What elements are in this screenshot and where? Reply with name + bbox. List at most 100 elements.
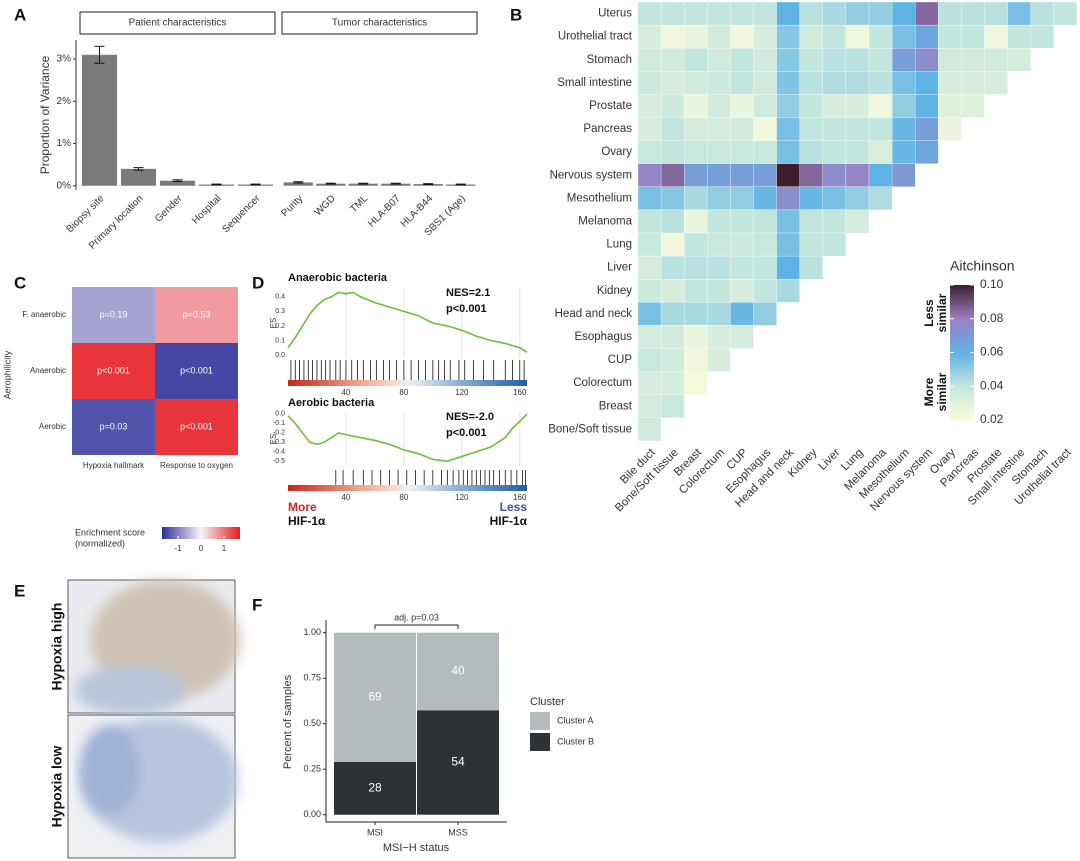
legend-label: Cluster A <box>557 715 594 725</box>
error-bar <box>325 182 336 185</box>
bar-segment <box>334 632 416 762</box>
row-label: Lung <box>606 239 632 251</box>
heatmap-cell <box>799 94 823 118</box>
heatmap-cell <box>984 48 1008 72</box>
heatmap-cell <box>799 117 823 141</box>
heatmap-cell <box>753 232 777 257</box>
error-bar <box>423 183 434 186</box>
legend-swatch <box>530 733 550 751</box>
more-label: HIF-1α <box>288 514 326 528</box>
less-label: HIF-1α <box>490 514 528 528</box>
heatmap-cell <box>868 1 893 26</box>
y-tick-label: 3% <box>57 54 72 65</box>
row-label: Bone/Soft tissue <box>548 423 632 435</box>
y-tick-label: -0.4 <box>273 449 285 456</box>
colorbar-title: Aitchinson <box>950 258 1015 274</box>
heatmap-cell <box>776 117 800 141</box>
colorbar <box>162 527 240 539</box>
heatmap-cell <box>637 48 662 72</box>
heatmap-cell <box>868 24 893 49</box>
heatmap-cell <box>822 186 847 211</box>
row-label: Pancreas <box>583 123 632 135</box>
heatmap-cell <box>845 163 870 187</box>
es-line <box>287 291 528 353</box>
heatmap-cell <box>637 163 662 187</box>
y-axis-title: Percent of samples <box>282 674 294 769</box>
heatmap-cell <box>730 186 754 211</box>
row-label: Head and neck <box>555 308 633 320</box>
heatmap-cell <box>822 71 847 95</box>
heatmap-cell <box>845 94 870 118</box>
heatmap-cell <box>868 48 893 72</box>
heatmap-cell <box>707 255 731 280</box>
heatmap-cell <box>938 48 962 72</box>
row-label: Liver <box>607 262 632 274</box>
row-label: Melanoma <box>578 215 632 227</box>
heatmap-cell <box>753 24 777 49</box>
heatmap-cell <box>822 117 847 141</box>
panel-label: B <box>510 5 522 24</box>
panel-label: A <box>14 5 26 24</box>
heatmap-cell <box>961 94 985 118</box>
count-label: 69 <box>368 690 382 704</box>
y-tick-label: 0.25 <box>303 764 321 774</box>
colorbar-title: (normalized) <box>75 538 125 548</box>
bar <box>81 54 118 186</box>
heatmap-cell <box>72 399 155 455</box>
heatmap-cell <box>822 24 847 49</box>
heatmap-cell <box>822 140 847 164</box>
x-tick-label: Biopsy site <box>65 193 107 235</box>
heatmap-cell <box>637 302 662 326</box>
legend-label: Cluster B <box>557 736 594 746</box>
heatmap-cell <box>707 186 731 211</box>
heatmap-cell <box>984 1 1008 26</box>
x-tick-label: Gender <box>153 193 185 225</box>
row-label: Mesothelium <box>567 192 632 204</box>
facet-strip <box>79 11 276 35</box>
heatmap-cell <box>845 140 870 164</box>
row-label: Prostate <box>589 100 632 112</box>
heatmap-cell <box>776 48 800 72</box>
heatmap-cell <box>155 343 238 399</box>
heatmap-cell <box>730 232 754 257</box>
x-axis-title: MSI−H status <box>383 842 450 854</box>
y-axis-title: ES <box>269 318 278 329</box>
x-tick-label: 80 <box>399 493 408 502</box>
heatmap-cell <box>799 48 823 72</box>
heatmap-cell <box>961 48 985 72</box>
row-label: Breast <box>599 400 633 412</box>
heatmap-cell <box>730 71 754 95</box>
heatmap-cell <box>938 1 962 26</box>
facet-label: Patient characteristics <box>129 18 227 29</box>
bar <box>381 183 411 186</box>
colorbar-annotation: similar <box>935 372 949 411</box>
heatmap-cell <box>1007 48 1031 72</box>
heatmap-cell <box>799 255 823 280</box>
image-label: Hypoxia low <box>49 746 65 828</box>
colorbar-tick-label: 0.10 <box>980 277 1004 291</box>
heatmap-cell <box>730 209 754 234</box>
x-tick-label: MSI <box>367 827 383 837</box>
row-label: CUP <box>608 354 633 366</box>
count-label: 54 <box>451 755 465 769</box>
heatmap-cell <box>915 24 939 49</box>
annotation: NES=-2.0 <box>446 411 494 423</box>
error-bar <box>211 183 222 186</box>
heatmap-cell <box>868 140 893 164</box>
heatmap-cell <box>776 24 800 49</box>
heatmap-cell <box>938 94 962 118</box>
heatmap-cell <box>822 1 847 26</box>
heatmap-cell <box>684 255 708 280</box>
heatmap-cell <box>707 117 731 141</box>
row-label: Stomach <box>587 54 632 66</box>
heatmap-cell <box>891 117 916 141</box>
heatmap-cell <box>637 209 662 234</box>
bar <box>283 182 313 186</box>
heatmap-cell <box>684 1 708 26</box>
colorbar-tick-label: 0.02 <box>980 412 1004 426</box>
y-tick-label: -0.5 <box>273 458 285 465</box>
heatmap-cell <box>868 117 893 141</box>
annotation: NES=2.1 <box>446 287 490 299</box>
heatmap-cell <box>822 163 847 187</box>
heatmap-cell <box>660 24 685 49</box>
